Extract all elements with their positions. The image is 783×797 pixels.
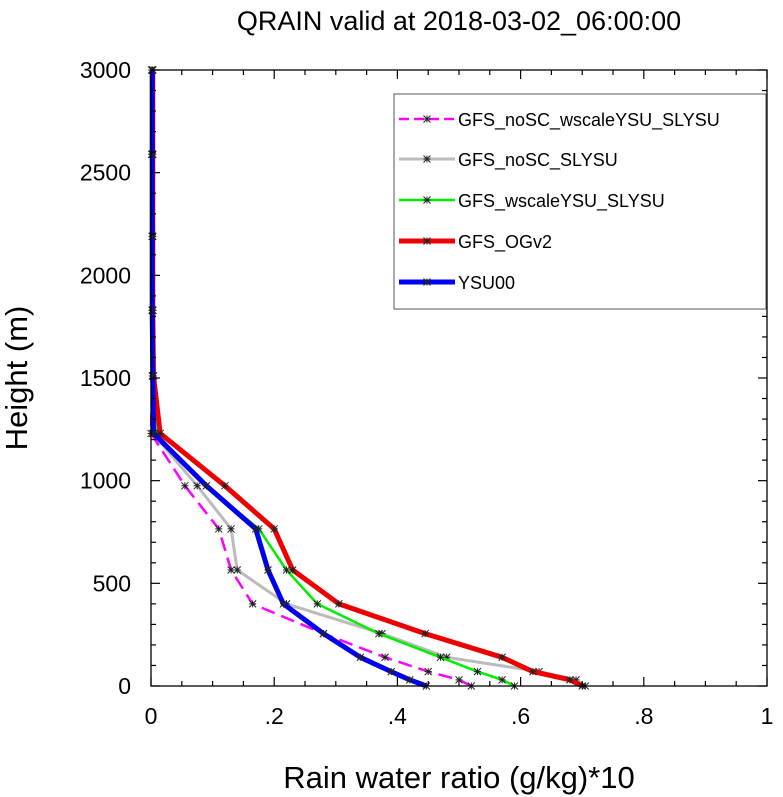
y-tick-label: 1500: [80, 365, 131, 391]
legend-label: GFS_OGv2: [458, 232, 552, 253]
data-point: [148, 372, 157, 380]
x-tick-label: .4: [388, 703, 407, 729]
legend-label: GFS_wscaleYSU_SLYSU: [458, 191, 665, 212]
data-point: [313, 600, 322, 608]
data-point: [288, 566, 297, 574]
data-point: [375, 629, 383, 638]
data-point: [319, 629, 328, 638]
series-line: [149, 70, 428, 689]
data-point: [156, 429, 165, 438]
data-point: [436, 653, 445, 662]
data-point: [227, 525, 235, 533]
y-tick-label: 2000: [80, 262, 131, 288]
y-tick-label: 500: [93, 570, 131, 596]
legend-label: YSU00: [458, 273, 515, 293]
legend-item: GFS_noSC_SLYSU: [399, 150, 618, 171]
data-point: [529, 667, 537, 676]
data-point: [279, 600, 288, 608]
y-tick-label: 1000: [80, 468, 131, 494]
data-point: [202, 481, 211, 490]
series-layer: [147, 66, 590, 690]
data-point: [381, 653, 389, 662]
data-point: [264, 566, 272, 574]
x-tick-label: 1: [761, 703, 774, 729]
data-point: [193, 481, 202, 490]
data-point: [442, 653, 451, 662]
data-point: [335, 600, 343, 608]
data-point: [214, 525, 223, 533]
legend-item: GFS_wscaleYSU_SLYSU: [399, 191, 665, 212]
data-point: [148, 232, 157, 241]
x-tick-label: 0: [145, 703, 158, 729]
data-point: [270, 525, 279, 533]
legend-item: YSU00: [399, 273, 515, 293]
series-5: [148, 66, 431, 690]
x-tick-label: .2: [265, 703, 284, 729]
data-point: [424, 667, 433, 676]
legend-marker: [423, 278, 431, 286]
data-point: [148, 306, 157, 315]
y-tick-label: 3000: [80, 57, 131, 83]
legend-item: GFS_noSC_wscaleYSU_SLYSU: [399, 110, 720, 131]
data-point: [498, 675, 506, 684]
data-point: [455, 675, 463, 684]
y-tick-label: 2500: [80, 160, 131, 186]
data-point: [251, 525, 260, 533]
data-point: [387, 667, 396, 676]
data-point: [227, 566, 235, 574]
x-tick-label: .8: [634, 703, 653, 729]
data-point: [181, 481, 189, 490]
y-axis-label: Height (m): [0, 306, 34, 451]
legend-marker: [423, 115, 431, 123]
data-point: [356, 653, 365, 662]
data-point: [566, 675, 574, 684]
data-point: [405, 675, 414, 684]
data-point: [473, 667, 482, 676]
data-point: [248, 600, 257, 608]
data-point: [282, 566, 291, 574]
legend-marker: [423, 237, 431, 245]
x-axis-label: Rain water ratio (g/kg)*10: [283, 760, 635, 795]
data-point: [421, 629, 429, 638]
legend-label: GFS_noSC_wscaleYSU_SLYSU: [458, 110, 720, 131]
data-point: [221, 481, 229, 490]
x-tick-label: .6: [511, 703, 530, 729]
data-point: [149, 429, 158, 438]
data-point: [498, 653, 506, 662]
y-tick-label: 0: [118, 673, 131, 699]
legend-marker: [423, 196, 431, 204]
legend: GFS_noSC_wscaleYSU_SLYSU GFS_noSC_SLYSU GF…: [393, 93, 767, 310]
legend-label: GFS_noSC_SLYSU: [458, 150, 618, 171]
legend-item: GFS_OGv2: [399, 232, 552, 253]
data-point: [233, 566, 242, 574]
chart-title: QRAIN valid at 2018-03-02_06:00:00: [237, 6, 681, 36]
data-point: [148, 150, 157, 159]
legend-marker: [423, 155, 431, 163]
data-point: [572, 675, 580, 684]
legend-box: [393, 93, 767, 310]
